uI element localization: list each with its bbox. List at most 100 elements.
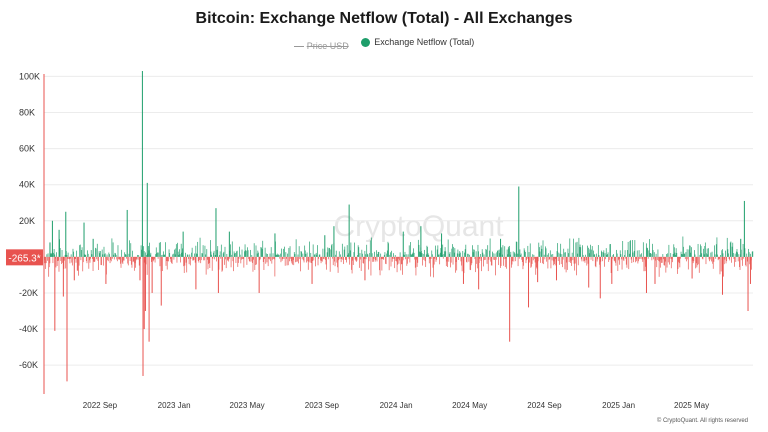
netflow-bar	[315, 252, 317, 257]
netflow-bar	[495, 256, 496, 276]
netflow-bar	[340, 254, 341, 257]
netflow-bar	[714, 254, 716, 257]
netflow-bar	[586, 256, 588, 266]
netflow-bar	[50, 254, 51, 257]
netflow-bar	[644, 256, 646, 272]
netflow-bar	[264, 256, 265, 260]
netflow-bar	[397, 256, 399, 265]
netflow-bar	[680, 251, 682, 257]
legend-item-price[interactable]: Price USD	[293, 41, 349, 51]
netflow-bar	[65, 211, 67, 257]
netflow-bar	[724, 256, 726, 260]
netflow-bar	[137, 254, 138, 257]
legend-label-price: Price USD	[306, 41, 349, 51]
netflow-bar	[236, 251, 237, 257]
netflow-bar	[277, 255, 279, 257]
netflow-bar	[728, 253, 729, 257]
netflow-bar	[332, 256, 334, 266]
netflow-bar	[537, 256, 539, 262]
netflow-bar	[686, 249, 688, 257]
netflow-bar	[171, 256, 172, 263]
netflow-bar	[623, 256, 625, 262]
netflow-bar	[728, 256, 730, 260]
netflow-bar	[227, 256, 228, 261]
netflow-bar	[611, 256, 613, 259]
netflow-bar	[225, 256, 227, 260]
netflow-bar	[719, 256, 721, 275]
netflow-bar	[233, 256, 234, 272]
netflow-bar	[172, 253, 174, 257]
netflow-bar	[704, 242, 706, 257]
netflow-bar	[525, 256, 527, 264]
netflow-bar	[70, 256, 71, 259]
netflow-bar	[121, 249, 123, 257]
netflow-bar	[202, 253, 203, 257]
netflow-bar	[548, 253, 549, 257]
netflow-bar	[248, 256, 250, 260]
netflow-bar	[215, 208, 217, 257]
netflow-bar	[582, 254, 584, 257]
netflow-bar	[502, 245, 504, 257]
netflow-bar	[53, 252, 54, 257]
netflow-bar	[376, 250, 377, 257]
netflow-bar	[332, 256, 334, 259]
netflow-bar	[291, 256, 293, 264]
netflow-bar	[621, 256, 623, 270]
netflow-bar	[582, 245, 583, 257]
netflow-bar	[47, 253, 49, 257]
netflow-bar	[244, 244, 246, 257]
netflow-bar	[517, 253, 518, 257]
netflow-bar	[137, 256, 139, 260]
netflow-bar	[560, 256, 562, 265]
netflow-bar	[259, 256, 261, 260]
netflow-bar	[322, 248, 324, 257]
netflow-bar	[585, 254, 586, 257]
netflow-bar	[492, 251, 493, 257]
netflow-bar	[498, 249, 500, 257]
netflow-bar	[714, 245, 715, 257]
netflow-bar	[669, 256, 670, 265]
netflow-bar	[550, 256, 552, 269]
netflow-bar	[56, 256, 58, 266]
netflow-bar	[286, 256, 288, 266]
netflow-bar	[598, 255, 600, 257]
netflow-bar	[600, 250, 602, 257]
netflow-bar	[447, 239, 449, 257]
netflow-bar	[81, 247, 83, 257]
netflow-bar	[334, 256, 336, 267]
netflow-bar	[218, 256, 220, 270]
netflow-bar	[390, 256, 392, 267]
netflow-bar	[282, 256, 284, 260]
netflow-bar	[157, 256, 159, 259]
netflow-bar	[661, 256, 662, 263]
netflow-bar	[106, 256, 107, 275]
netflow-bar	[715, 256, 717, 259]
netflow-bar	[99, 253, 101, 257]
netflow-bar	[71, 256, 73, 263]
netflow-bar	[187, 254, 189, 257]
netflow-bar	[132, 250, 133, 257]
netflow-bar	[467, 253, 469, 257]
netflow-bar	[210, 240, 211, 257]
netflow-bar	[540, 245, 542, 257]
netflow-bar	[216, 256, 217, 262]
netflow-bar	[529, 243, 531, 257]
netflow-bar	[299, 256, 301, 260]
netflow-bar	[500, 256, 501, 268]
netflow-bar	[555, 256, 557, 260]
legend-item-netflow[interactable]: Exchange Netflow (Total)	[361, 37, 474, 47]
netflow-bar	[467, 253, 469, 257]
netflow-bar	[569, 256, 571, 263]
netflow-bar	[379, 256, 381, 276]
netflow-bar	[448, 253, 450, 257]
netflow-bar	[174, 249, 175, 257]
netflow-bar	[337, 256, 338, 268]
netflow-bar	[706, 253, 707, 257]
netflow-bar	[408, 245, 410, 257]
netflow-bar	[69, 256, 71, 264]
netflow-bar	[670, 253, 672, 257]
current-value-badge	[6, 249, 43, 266]
netflow-bar	[209, 256, 211, 268]
netflow-bar	[501, 254, 503, 257]
netflow-bar	[103, 246, 105, 257]
